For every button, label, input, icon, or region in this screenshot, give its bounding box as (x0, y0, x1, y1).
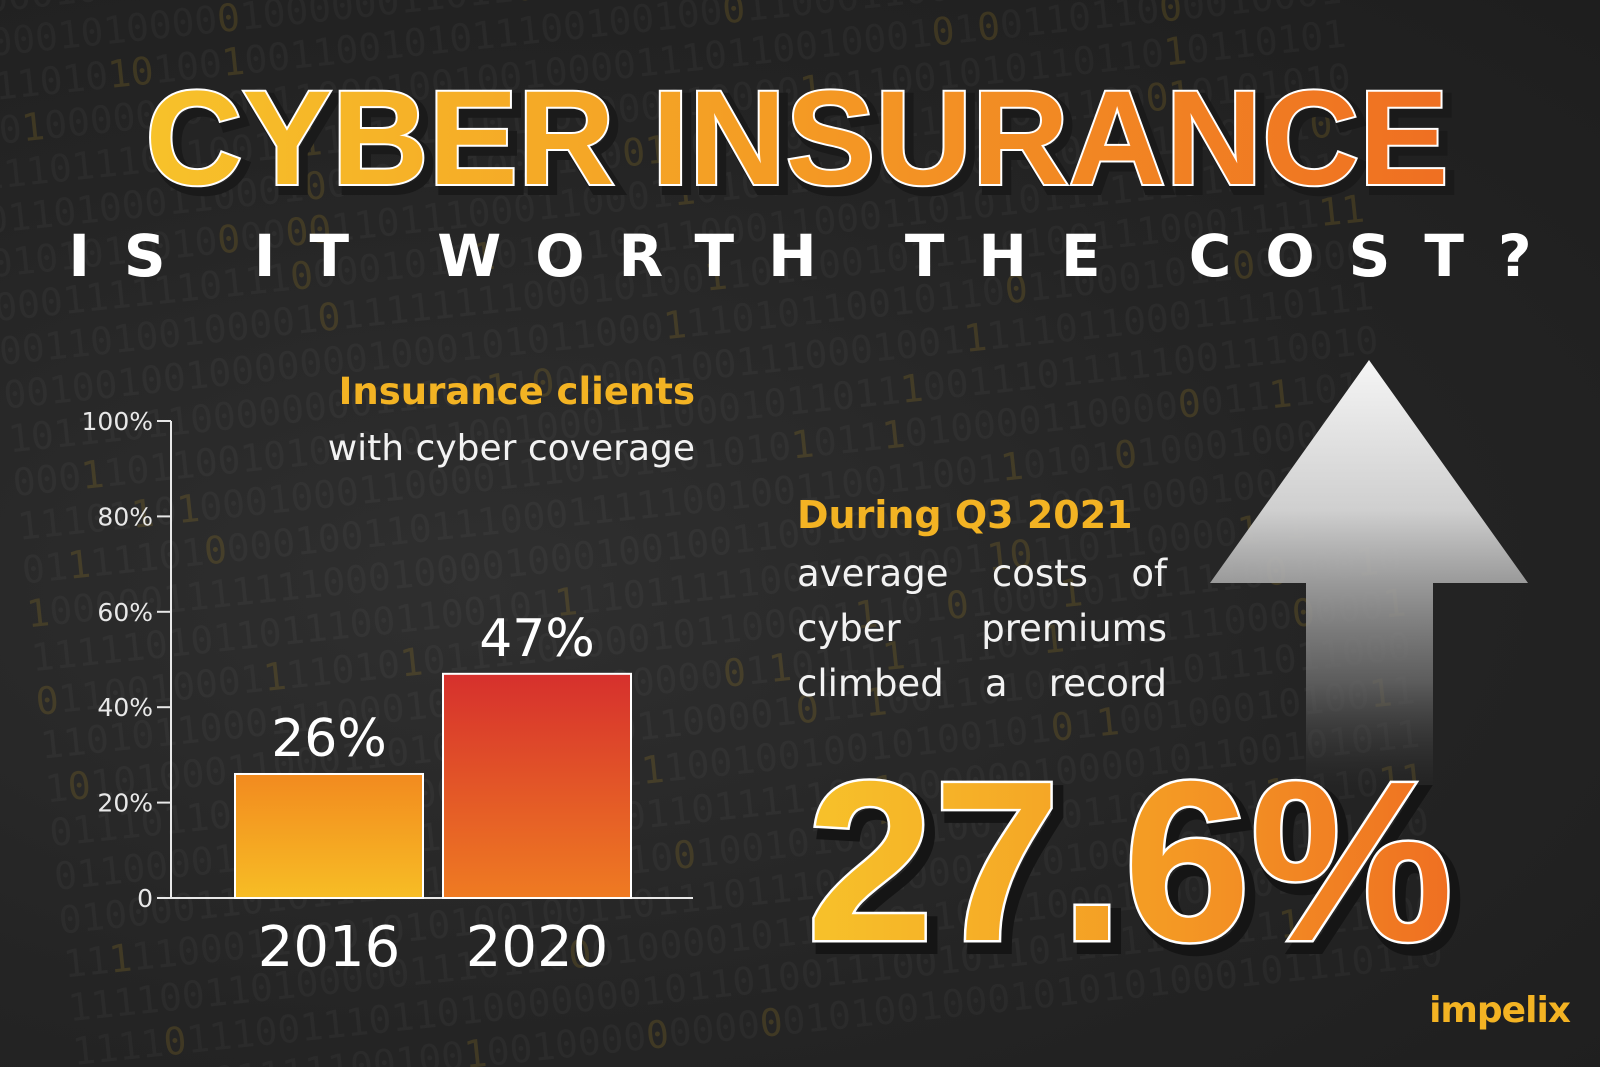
stat-text-line: climbed a record (797, 662, 1167, 705)
title-shadow: CYBER INSURANCE (152, 70, 1455, 219)
stat-text-line: cyber premiums (797, 607, 1167, 650)
bar-2020 (442, 672, 632, 899)
chart-labels: 26% 2016 47% 2020 (258, 609, 609, 980)
page-title: CYBER INSURANCE (146, 64, 1449, 213)
up-arrow-icon (1210, 360, 1528, 790)
chart-bars (234, 672, 632, 899)
big-stat-shadow: 27.6% (814, 743, 1460, 997)
chart-title: Insurance clients (338, 370, 695, 413)
big-stat-value: 27.6% (807, 735, 1453, 989)
y-tick-label: 40% (97, 693, 153, 722)
bar-2016 (234, 772, 424, 899)
chart-subtitle: with cyber coverage (327, 428, 695, 469)
stat-heading: During Q3 2021 (797, 493, 1133, 537)
bar-data-label: 47% (479, 609, 595, 669)
brand-logo: impelix (1429, 990, 1571, 1031)
chart-axes: 0 20% 40% 60% 80% 100% (82, 407, 693, 913)
y-tick-label: 60% (97, 598, 153, 627)
y-tick-label: 0 (137, 884, 153, 913)
x-category-label: 2016 (258, 915, 401, 980)
y-tick-label: 20% (97, 789, 153, 818)
y-tick-label: 80% (97, 502, 153, 531)
stat-text-line: average costs of (797, 552, 1167, 595)
y-tick-label: 100% (82, 407, 153, 436)
x-category-label: 2020 (466, 915, 609, 980)
page-subtitle: IS IT WORTH THE COST? (68, 222, 1566, 290)
bar-data-label: 26% (271, 709, 387, 769)
